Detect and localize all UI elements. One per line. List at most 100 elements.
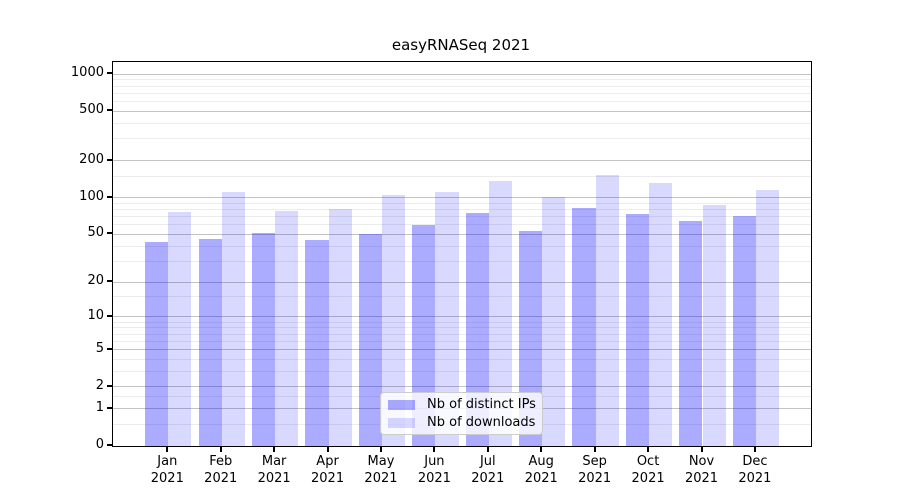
y-tick-mark — [107, 384, 112, 387]
grid-line-minor — [113, 358, 811, 360]
y-tick-label: 200 — [79, 151, 104, 167]
grid-line-minor — [113, 79, 811, 81]
y-tick-mark — [107, 347, 112, 350]
bar-downloads — [168, 212, 192, 446]
grid-line-minor — [113, 216, 811, 218]
grid-line-minor — [113, 101, 811, 103]
bar-distinct-ips — [732, 215, 756, 446]
x-tick-mark — [326, 446, 329, 452]
x-tick-label: Mar 2021 — [242, 453, 306, 487]
bar-distinct-ips — [625, 214, 650, 446]
x-tick-year: 2021 — [524, 471, 558, 486]
grid-line-major — [113, 110, 811, 112]
x-tick-label: Feb 2021 — [189, 453, 253, 487]
y-tick-mark — [107, 195, 112, 198]
x-tick-mark — [433, 446, 436, 452]
legend-label-distinct-ips: Nb of distinct IPs — [427, 397, 536, 412]
x-tick-year: 2021 — [364, 471, 398, 486]
grid-line-major — [113, 197, 811, 199]
x-tick-month: Oct — [636, 454, 660, 469]
x-tick-year: 2021 — [204, 471, 238, 486]
x-tick-year: 2021 — [417, 471, 451, 486]
bar-downloads — [488, 180, 512, 446]
x-tick-label: Sep 2021 — [563, 453, 627, 487]
x-tick-mark — [540, 446, 543, 452]
bar-downloads — [328, 208, 352, 446]
x-tick-month: Jun — [424, 454, 445, 469]
grid-line-minor — [113, 321, 811, 323]
grid-line-minor — [113, 122, 811, 124]
legend: Nb of distinct IPs Nb of downloads — [380, 392, 543, 435]
bar-distinct-ips — [679, 221, 703, 446]
grid-line-major — [113, 160, 811, 162]
grid-line-major — [113, 73, 811, 75]
grid-line-major — [113, 233, 811, 235]
bar-downloads — [221, 192, 245, 446]
bar-distinct-ips — [305, 240, 329, 446]
x-tick-year: 2021 — [471, 471, 505, 486]
y-tick-label: 2 — [95, 377, 104, 393]
legend-swatch-downloads-icon — [388, 417, 415, 428]
x-tick-month: May — [367, 454, 395, 469]
legend-swatch-distinct-ips-icon — [388, 399, 415, 410]
bar-distinct-ips — [251, 233, 276, 446]
grid-line-minor — [113, 260, 811, 262]
y-tick-label: 500 — [79, 102, 104, 118]
bar-distinct-ips — [465, 213, 489, 446]
x-tick-year: 2021 — [738, 471, 772, 486]
x-tick-label: May 2021 — [349, 453, 413, 487]
x-tick-mark — [379, 446, 382, 452]
x-tick-month: Apr — [316, 454, 339, 469]
x-tick-month: Feb — [209, 454, 233, 469]
bar-downloads — [435, 191, 459, 446]
bar-distinct-ips — [358, 234, 382, 446]
x-tick-month: Dec — [742, 454, 768, 469]
x-tick-year: 2021 — [578, 471, 612, 486]
bar-distinct-ips — [198, 238, 222, 446]
x-tick-month: Jul — [479, 454, 496, 469]
x-tick-year: 2021 — [631, 471, 665, 486]
x-tick-mark — [486, 446, 489, 452]
grid-line-minor — [113, 138, 811, 140]
grid-line-minor — [113, 85, 811, 87]
bar-downloads — [275, 210, 299, 446]
grid-line-minor — [113, 92, 811, 94]
grid-line-major — [113, 386, 811, 388]
grid-line-minor — [113, 333, 811, 335]
x-tick-month: Sep — [582, 454, 607, 469]
grid-line-minor — [113, 340, 811, 342]
legend-item-distinct-ips: Nb of distinct IPs — [388, 397, 536, 412]
x-tick-label: Jun 2021 — [402, 453, 466, 487]
y-tick-label: 1 — [95, 399, 104, 415]
x-tick-mark — [647, 446, 650, 452]
grid-line-minor — [113, 175, 811, 177]
bar-downloads — [649, 182, 673, 446]
y-tick-mark — [107, 158, 112, 161]
bar-downloads — [755, 190, 780, 446]
y-tick-mark — [107, 109, 112, 112]
grid-line-minor — [113, 209, 811, 211]
x-tick-label: Apr 2021 — [296, 453, 360, 487]
x-tick-month: Jan — [157, 454, 178, 469]
y-tick-label: 5 — [95, 340, 104, 356]
plot-area — [112, 61, 812, 447]
y-tick-label: 20 — [87, 273, 104, 289]
grid-line-minor — [113, 296, 811, 298]
bar-downloads — [542, 197, 566, 446]
y-tick-mark — [107, 232, 112, 235]
x-tick-mark — [700, 446, 703, 452]
y-tick-mark — [107, 314, 112, 317]
x-tick-mark — [219, 446, 222, 452]
bar-downloads — [381, 194, 406, 446]
y-tick-mark — [107, 444, 112, 446]
chart-title: easyRNASeq 2021 — [391, 36, 531, 54]
y-tick-mark — [107, 72, 112, 75]
x-tick-mark — [273, 446, 276, 452]
y-tick-label: 1000 — [70, 65, 104, 81]
y-tick-label: 0 — [95, 437, 104, 452]
y-tick-mark — [107, 406, 112, 409]
x-tick-label: Aug 2021 — [509, 453, 573, 487]
bar-downloads — [702, 204, 726, 446]
x-tick-year: 2021 — [150, 471, 184, 486]
